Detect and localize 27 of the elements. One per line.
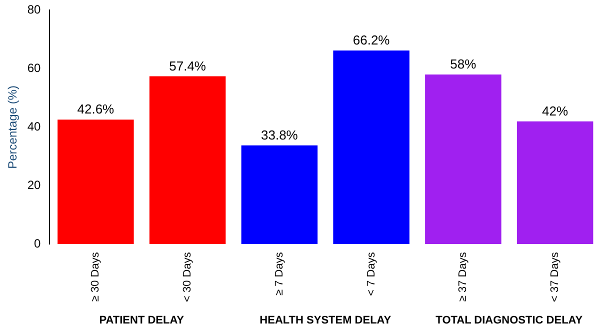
data-label: 58% — [450, 56, 477, 72]
bar — [333, 50, 410, 244]
y-tick-label: 60 — [27, 61, 42, 76]
x-tick-label: ≥ 37 Days — [457, 252, 470, 302]
y-tick-label: 20 — [27, 178, 42, 192]
x-tick-label: < 37 Days — [549, 252, 562, 302]
y-axis-title: Percentage (%) — [6, 85, 20, 169]
bar — [149, 76, 226, 244]
text: PATIENT DELAY — [99, 314, 185, 327]
y-tick-label: 80 — [27, 2, 42, 17]
data-label: 57.4% — [169, 58, 206, 74]
x-tick-label: ≥ 7 Days — [273, 252, 286, 296]
data-label: 42% — [542, 103, 569, 118]
data-label: 33.8% — [261, 127, 298, 142]
text: HEALTH SYSTEM DELAY — [260, 314, 392, 327]
bar — [58, 120, 134, 244]
x-tick-label: < 7 Days — [365, 252, 378, 296]
y-tick-label: 0 — [34, 236, 42, 250]
bar — [516, 121, 594, 244]
x-tick-label: ≥ 30 Days — [90, 252, 102, 302]
bar — [425, 74, 502, 244]
x-tick-label: < 30 Days — [182, 252, 194, 302]
y-tick-label: 40 — [27, 119, 42, 134]
bar — [241, 145, 318, 244]
data-label: 42.6% — [77, 102, 115, 117]
text: TOTAL DIAGNOSTIC DELAY — [436, 314, 584, 327]
data-label: 66.2% — [352, 32, 390, 48]
